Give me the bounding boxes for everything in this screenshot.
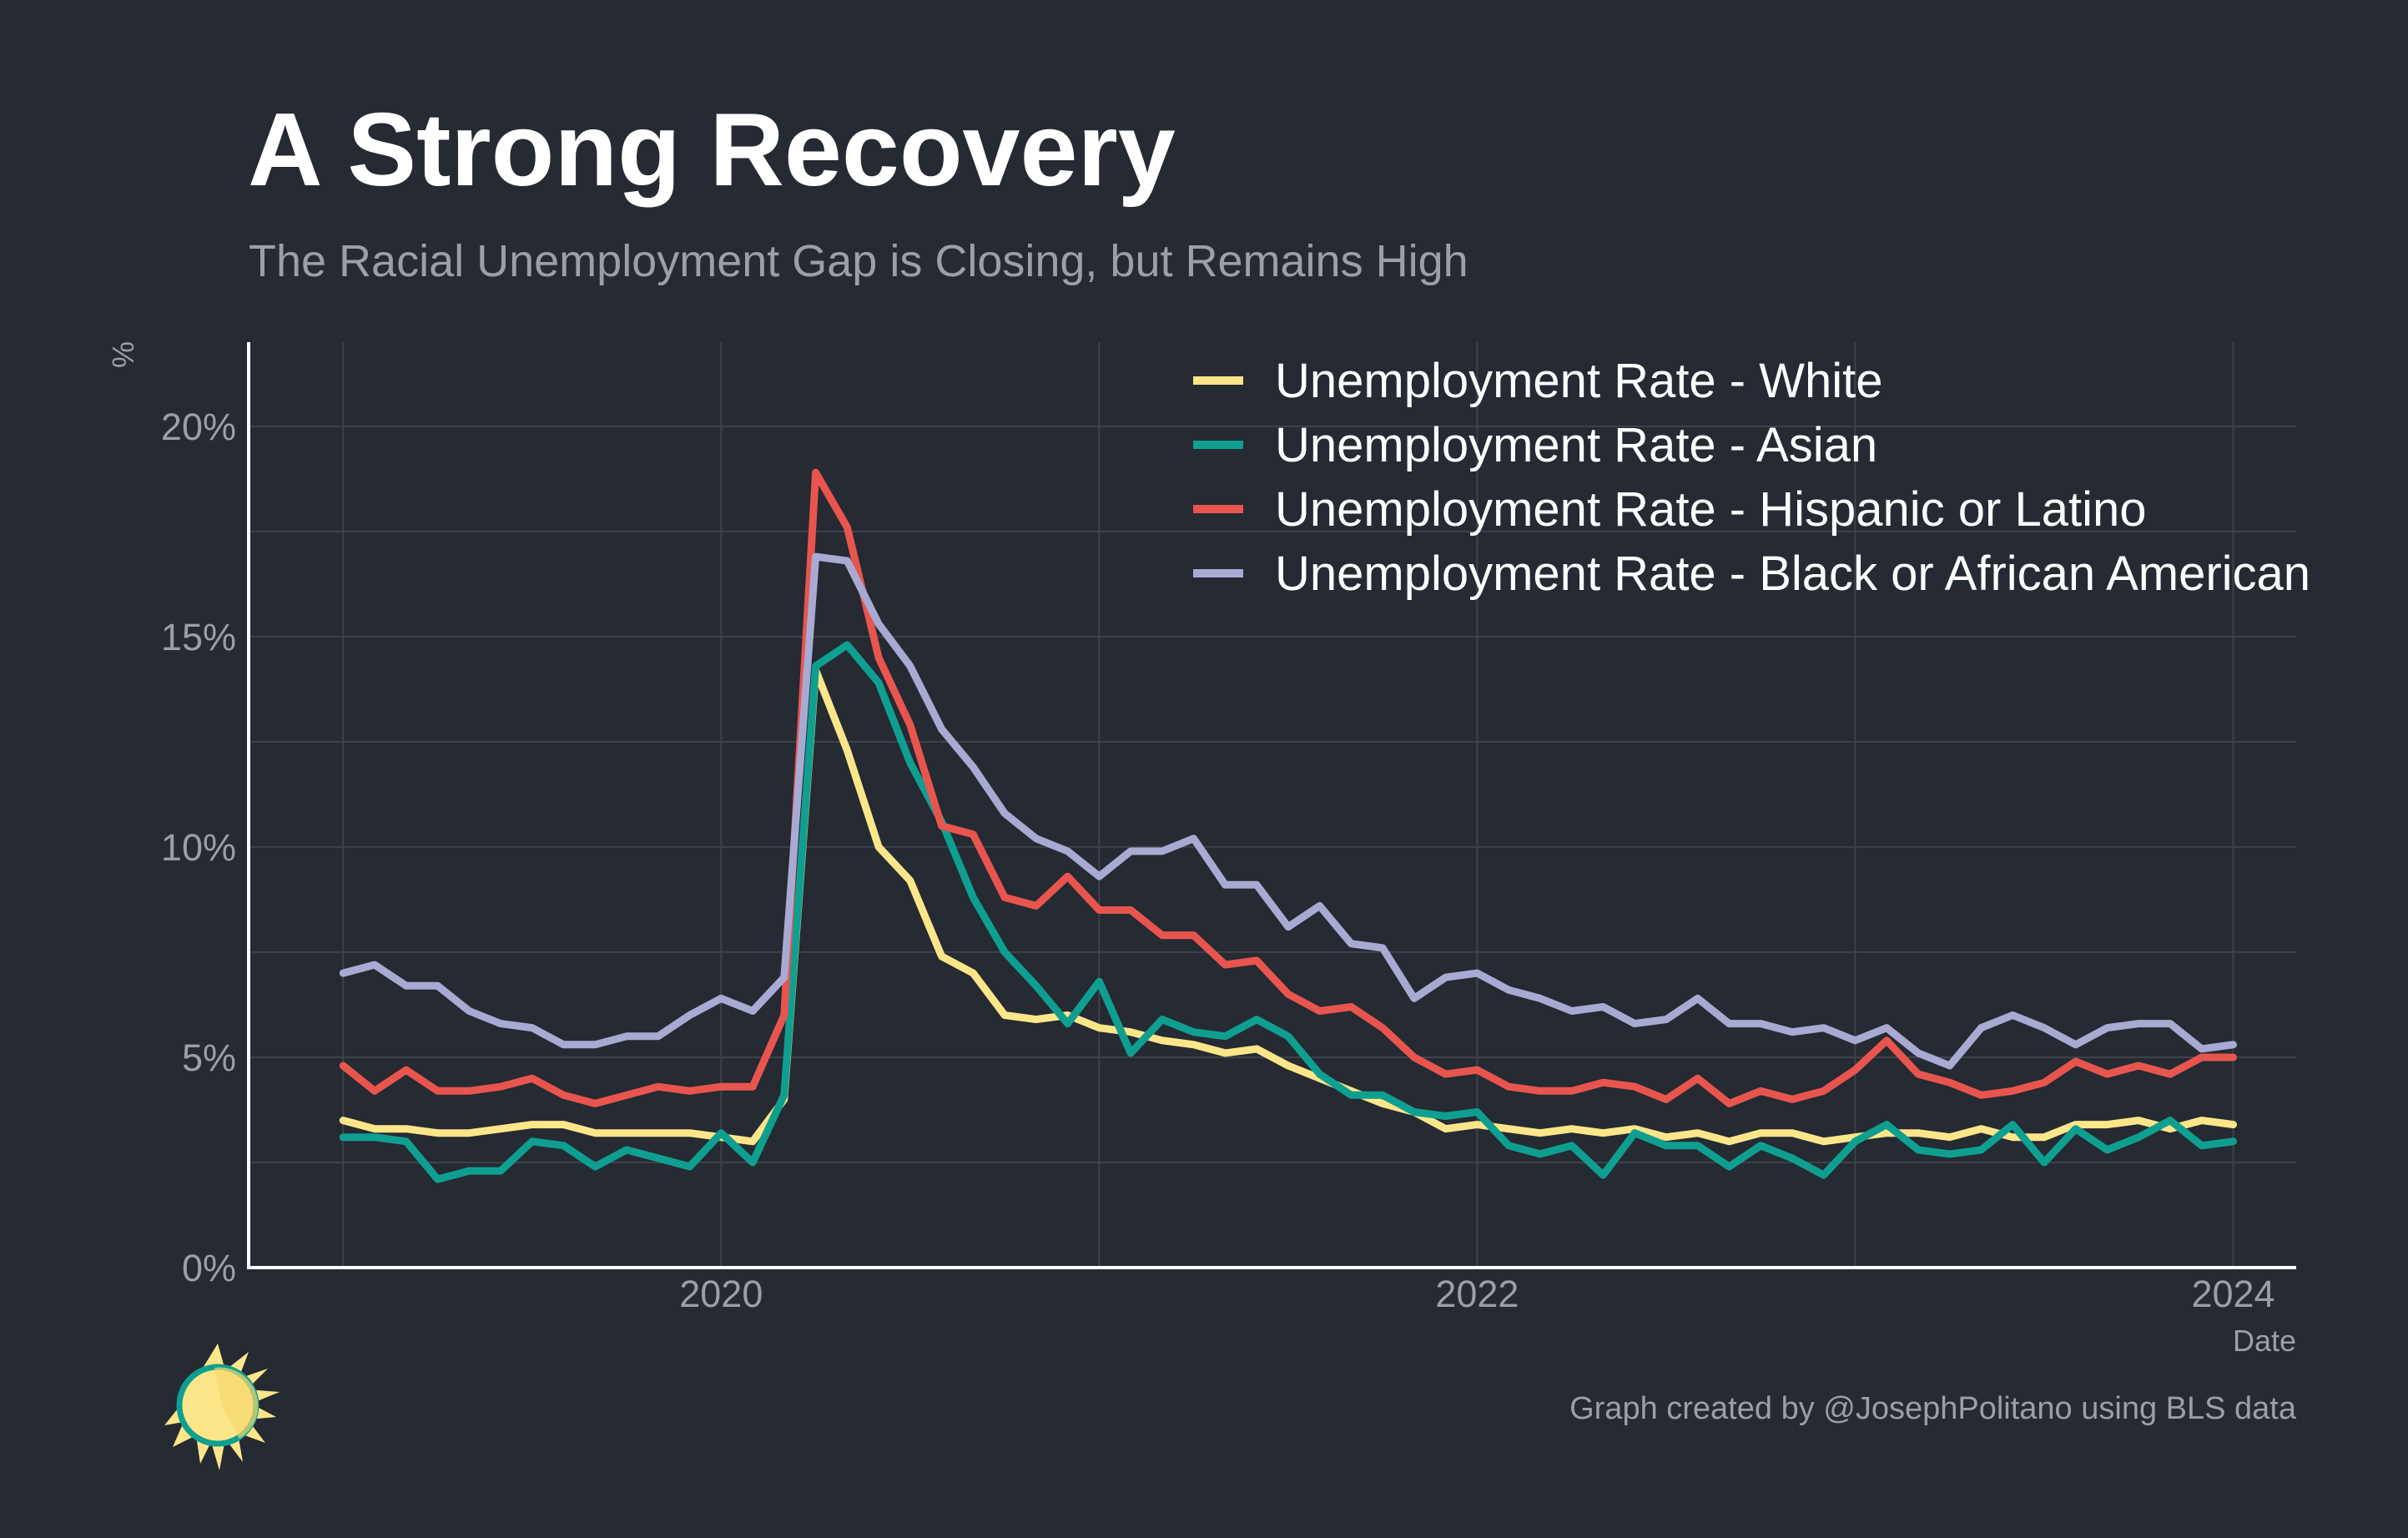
legend-label: Unemployment Rate - Black or African Ame…: [1275, 547, 2310, 601]
tick-labels: 0% 5% 10% 15% 20% 2020 2022 2024: [161, 406, 2275, 1315]
legend: Unemployment Rate - White Unemployment Ra…: [1193, 354, 2310, 601]
legend-label: Unemployment Rate - Hispanic or Latino: [1275, 482, 2146, 537]
chart-title: A Strong Recovery: [248, 93, 1176, 208]
x-tick-label: 2024: [2191, 1273, 2275, 1315]
series-lines: [339, 468, 2237, 1183]
y-axis-label: %: [106, 341, 140, 368]
sun-icon: [164, 1344, 280, 1470]
chart-subtitle: The Racial Unemployment Gap is Closing, …: [249, 236, 1468, 286]
series-line-1: [339, 641, 2237, 1183]
x-tick-label: 2022: [1435, 1273, 1519, 1315]
source-caption: Graph created by @JosephPolitano using B…: [1569, 1391, 2297, 1426]
legend-label: Unemployment Rate - Asian: [1275, 418, 1877, 472]
x-axis-label: Date: [2233, 1324, 2296, 1358]
axes: [247, 342, 2296, 1269]
y-tick-label: 20%: [161, 406, 236, 448]
y-tick-label: 5%: [182, 1036, 236, 1079]
y-tick-label: 0%: [182, 1247, 236, 1289]
series-line-3: [339, 552, 2237, 1070]
legend-label: Unemployment Rate - White: [1275, 354, 1882, 408]
y-tick-label: 10%: [161, 826, 236, 869]
series-line-0: [339, 666, 2237, 1146]
y-tick-label: 15%: [161, 616, 236, 658]
series-line-2: [339, 468, 2237, 1107]
x-tick-label: 2020: [679, 1273, 763, 1315]
grid-lines: [249, 342, 2296, 1268]
